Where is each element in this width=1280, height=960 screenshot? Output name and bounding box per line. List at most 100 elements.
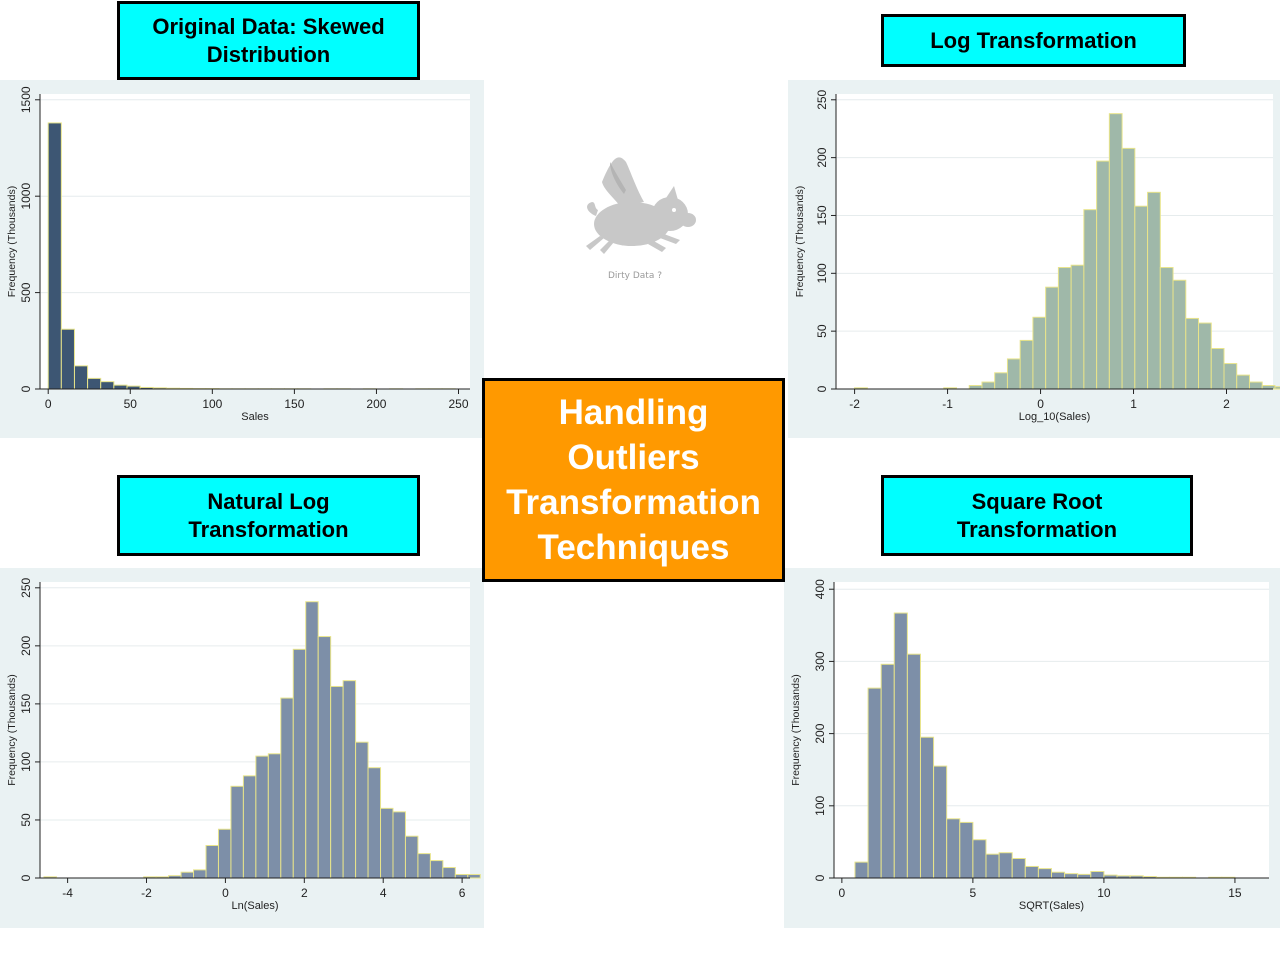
histogram-bar [946,818,961,879]
x-tick-label: -4 [62,886,73,900]
histogram-bar [1121,147,1136,390]
label-log-transformation: Log Transformation [881,14,1186,67]
histogram-bar [367,767,382,879]
y-tick-label: 200 [815,147,829,167]
histogram-bar [100,381,115,390]
histogram-bar [442,867,456,879]
histogram-bar [1006,358,1021,390]
histogram-bar [454,874,469,879]
x-tick-label: 200 [366,397,386,411]
y-tick-label: 150 [19,694,33,714]
y-tick-label: 0 [815,385,829,392]
x-tick-label: 100 [202,397,222,411]
histogram-bar [317,636,332,879]
histogram-bar [1045,286,1059,390]
x-tick-label: 6 [459,886,466,900]
x-tick-label: 250 [448,397,468,411]
x-tick-label: 0 [839,886,846,900]
histogram-bar [981,381,996,390]
y-tick-label: 250 [815,89,829,109]
x-tick-label: 1 [1130,397,1137,411]
histogram-bar [47,122,62,390]
x-tick-label: 4 [380,886,387,900]
histogram-bar [1077,873,1092,879]
histogram-bar [267,753,282,879]
histogram-bar [906,653,921,879]
histogram-bar [355,741,369,879]
x-tick-label: 0 [45,397,52,411]
histogram-bar [1223,363,1238,390]
histogram-bar [972,839,987,879]
x-tick-label: 50 [124,397,138,411]
y-tick-label: 1000 [19,183,33,210]
histogram-bar [994,372,1008,390]
histogram-bar [1083,209,1098,390]
histogram-bar [1261,385,1276,390]
y-axis-title: Frequency (Thousands) [6,674,18,785]
histogram-bar [968,385,983,390]
histogram-bar [255,755,269,879]
flying-pig-icon: Dirty Data ? [586,157,696,281]
x-axis-title: SQRT(Sales) [1019,900,1084,912]
y-tick-label: 50 [815,324,829,338]
histogram-bar [1057,267,1072,390]
y-tick-label: 100 [815,263,829,283]
histogram-bar [280,697,294,879]
histogram-bar [1019,339,1034,390]
histogram-bar [1024,865,1039,879]
histogram-bar [180,871,195,879]
x-axis-title: Log_10(Sales) [1019,411,1091,423]
histogram-bar [959,821,974,879]
y-tick-label: 1500 [19,86,33,113]
histogram-bar [205,844,219,879]
label-square-root-transformation: Square Root Transformation [881,475,1193,556]
x-tick-label: 10 [1097,886,1111,900]
y-tick-label: 250 [19,577,33,597]
x-tick-label: 5 [970,886,977,900]
histogram-bar [893,612,908,879]
y-axis-title: Frequency (Thousands) [790,674,802,785]
histogram-bar [933,765,948,879]
histogram-bar [87,377,102,390]
y-axis-title: Frequency (Thousands) [794,186,806,297]
histogram-bar [60,328,75,390]
histogram-bar [467,874,481,879]
plot-area [40,94,470,389]
y-tick-label: 300 [813,651,827,671]
label-natural-log-transformation: Natural Log Transformation [117,475,420,556]
histogram-bar [1090,871,1105,879]
histogram-bar [1064,873,1079,879]
histogram-bar [305,601,319,879]
histogram-bar [330,685,344,879]
histogram-bar [242,775,257,879]
y-tick-label: 200 [813,723,827,743]
label-original-data: Original Data: Skewed Distribution [117,1,420,80]
x-tick-label: -2 [849,397,860,411]
histogram-bar [1037,868,1052,879]
histogram-bar [380,807,394,879]
histogram-bar [1147,191,1161,390]
histogram-bar [217,828,232,879]
x-tick-label: 0 [1037,397,1044,411]
histogram-bar [417,853,431,879]
x-axis-title: Sales [241,411,269,423]
histogram-sqrt-sales: 0 5 10 15 0 100 200 300 400 SQRT(Sales) Frequency … [790,579,1269,912]
x-tick-label: 2 [1223,397,1230,411]
y-tick-label: 100 [813,795,827,815]
x-axis-title: Ln(Sales) [231,900,278,912]
histogram-bar [1096,160,1110,390]
histogram-bar [1011,858,1026,879]
histogram-bar [998,852,1013,879]
histogram-bar [1198,322,1212,390]
y-tick-label: 150 [815,205,829,225]
histogram-bar [1185,317,1200,390]
histogram-bar [292,648,307,879]
histogram-bar [919,736,935,879]
histogram-ln-sales: -4 -2 0 2 4 6 0 50 100 150 200 250 Ln(Sales) Frequenc… [6,577,481,912]
histogram-bar [193,869,207,879]
center-title: Handling Outliers Transformation Techniq… [482,378,785,582]
histogram-bar [1032,316,1047,390]
y-tick-label: 500 [19,282,33,302]
y-tick-label: 0 [19,874,33,881]
y-tick-label: 200 [19,636,33,656]
